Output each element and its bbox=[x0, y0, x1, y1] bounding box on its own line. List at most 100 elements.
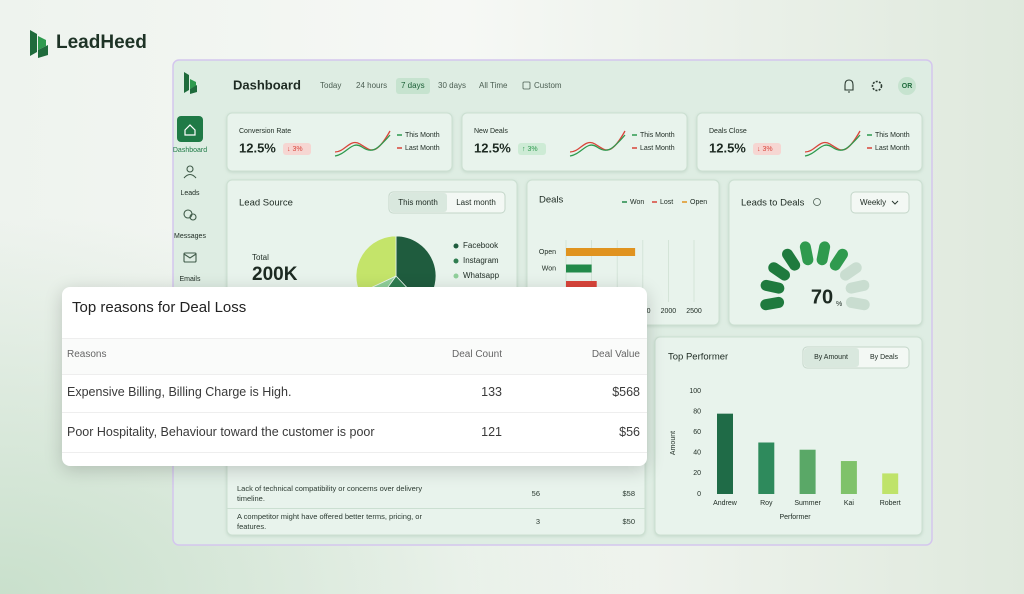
x-tick-label: Kai bbox=[844, 500, 855, 507]
cell: 56 bbox=[531, 489, 540, 498]
gauge-segment bbox=[760, 279, 785, 294]
sparkline bbox=[569, 134, 626, 157]
range-tab[interactable]: Today bbox=[320, 81, 341, 90]
cell: 121 bbox=[481, 425, 502, 439]
range-tab[interactable]: All Time bbox=[479, 81, 508, 90]
tab[interactable]: By Amount bbox=[814, 354, 848, 361]
legend-label: Whatsapp bbox=[463, 271, 500, 280]
legend-label: Lost bbox=[660, 199, 673, 206]
y-tick-label: 100 bbox=[689, 388, 701, 395]
cell: $568 bbox=[612, 385, 640, 399]
legend-label: This Month bbox=[640, 132, 675, 139]
card-title: Deals bbox=[539, 195, 564, 206]
range-tab[interactable]: Custom bbox=[534, 81, 562, 90]
gauge bbox=[760, 241, 870, 311]
bar bbox=[799, 449, 816, 494]
legend-dot bbox=[453, 273, 459, 279]
cell: Poor Hospitality, Behaviour toward the c… bbox=[67, 425, 375, 439]
legend-dot bbox=[453, 243, 459, 249]
panel-logo bbox=[184, 72, 197, 94]
nav-item[interactable]: Messages bbox=[174, 233, 206, 240]
gauge-value: 70 bbox=[811, 286, 833, 308]
cell: 3 bbox=[535, 517, 540, 526]
column-header: Reasons bbox=[67, 349, 107, 360]
avatar-initials: OR bbox=[902, 83, 913, 90]
legend-label: Facebook bbox=[463, 241, 499, 250]
gauge-segment bbox=[845, 279, 870, 294]
nav-item[interactable]: Emails bbox=[179, 276, 201, 283]
icon-settings[interactable] bbox=[871, 80, 883, 92]
legend-dot bbox=[453, 258, 459, 264]
kpi-change: ↓ 3% bbox=[757, 146, 773, 153]
cell: $50 bbox=[622, 517, 635, 526]
x-tick-label: Roy bbox=[760, 500, 773, 507]
range-tab[interactable]: 7 days bbox=[401, 81, 425, 90]
gauge-segment bbox=[799, 241, 814, 266]
tab[interactable]: By Deals bbox=[870, 354, 899, 361]
column-header: Deal Value bbox=[591, 349, 640, 360]
y-tick-label: 60 bbox=[693, 429, 701, 436]
page-title: Dashboard bbox=[233, 77, 301, 92]
range-tab[interactable]: 24 hours bbox=[356, 81, 387, 90]
card-title: Lead Source bbox=[239, 198, 293, 209]
icon-calendar bbox=[522, 81, 531, 90]
select-value: Weekly bbox=[860, 198, 886, 207]
tab[interactable]: This month bbox=[398, 198, 438, 207]
total-label: Total bbox=[252, 253, 269, 262]
nav-item[interactable]: Dashboard bbox=[173, 147, 207, 154]
card-title: Leads to Deals bbox=[741, 198, 805, 209]
pie-slice bbox=[355, 235, 397, 294]
sidebar-active-bg[interactable] bbox=[177, 116, 203, 142]
nav-item[interactable]: Leads bbox=[180, 190, 200, 197]
kpi-badge bbox=[283, 143, 311, 155]
card-title: Top reasons for Deal Loss bbox=[72, 299, 247, 316]
bar bbox=[566, 248, 636, 256]
total-value: 200K bbox=[252, 264, 298, 285]
bar bbox=[566, 281, 597, 289]
deal-loss-card: Top reasons for Deal Loss Reasons Deal C… bbox=[62, 287, 647, 466]
legend-label: Last Month bbox=[640, 145, 675, 152]
cell: Lack of technical compatibility or conce… bbox=[237, 484, 423, 503]
kpi-value: 12.5% bbox=[239, 140, 276, 155]
legend-label: Won bbox=[630, 199, 644, 206]
kpi-label: New Deals bbox=[474, 128, 508, 135]
icon-bell[interactable] bbox=[844, 79, 854, 93]
kpi-change: ↓ 3% bbox=[287, 146, 303, 153]
gauge-segment bbox=[768, 262, 790, 281]
y-axis-label: Amount bbox=[670, 431, 677, 455]
cell: $56 bbox=[619, 425, 640, 439]
cell: $58 bbox=[622, 489, 635, 498]
chevron bbox=[891, 200, 899, 205]
bar bbox=[840, 461, 857, 494]
x-tick-label: 2500 bbox=[686, 308, 702, 315]
tab-active bbox=[804, 348, 859, 367]
cell: A competitor might have offered better t… bbox=[237, 512, 422, 531]
icon-home bbox=[184, 124, 196, 136]
y-tick-label: Won bbox=[542, 265, 556, 272]
kpi-label: Conversion Rate bbox=[239, 128, 291, 135]
brand-name: LeadHeed bbox=[56, 32, 147, 53]
kpi-badge bbox=[753, 143, 781, 155]
gauge-segment bbox=[840, 262, 862, 281]
bar bbox=[882, 473, 899, 494]
cell: 133 bbox=[481, 385, 502, 399]
legend-label: Last Month bbox=[875, 145, 910, 152]
select-box[interactable] bbox=[850, 191, 910, 214]
x-tick-label: Andrew bbox=[713, 500, 738, 507]
y-tick-label: 80 bbox=[693, 408, 701, 415]
y-tick-label: Open bbox=[539, 249, 556, 256]
kpi-badge bbox=[518, 143, 546, 155]
x-tick-label: 2000 bbox=[661, 308, 677, 315]
avatar[interactable] bbox=[898, 77, 916, 95]
y-tick-label: 20 bbox=[693, 470, 701, 477]
kpi-value: 12.5% bbox=[474, 140, 511, 155]
gauge-segment bbox=[782, 248, 801, 271]
table-header bbox=[62, 338, 647, 375]
row-divider bbox=[227, 508, 645, 509]
gauge-unit: % bbox=[836, 301, 842, 308]
range-tab[interactable]: 30 days bbox=[438, 81, 466, 90]
tab[interactable]: Last month bbox=[456, 198, 496, 207]
brand-logo[interactable]: LeadHeed bbox=[30, 30, 147, 58]
bar bbox=[566, 264, 592, 273]
bar bbox=[758, 442, 775, 494]
